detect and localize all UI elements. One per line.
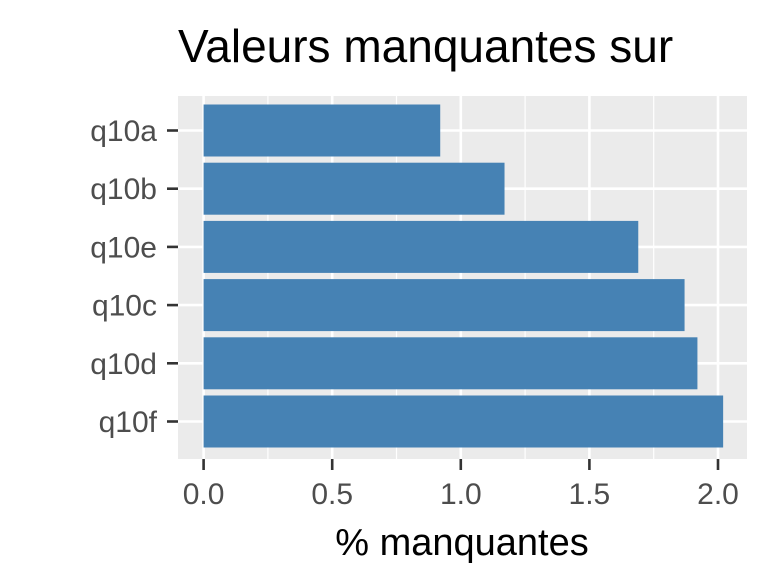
bar-q10b bbox=[203, 162, 505, 215]
y-tick-label: q10a bbox=[90, 115, 157, 148]
chart-title: Valeurs manquantes sur bbox=[178, 20, 673, 72]
x-axis: 0.0 0.5 1.0 1.5 2.0 bbox=[183, 459, 739, 511]
x-tick-label: 1.0 bbox=[440, 478, 482, 511]
y-tick-label: q10e bbox=[90, 231, 157, 264]
y-tick-label: q10b bbox=[90, 173, 157, 206]
x-tick-label: 0.5 bbox=[311, 478, 353, 511]
bars bbox=[203, 104, 724, 448]
x-tick-label: 2.0 bbox=[697, 478, 739, 511]
bar-q10f bbox=[203, 395, 724, 448]
bar-q10c bbox=[203, 279, 685, 332]
x-axis-title: % manquantes bbox=[335, 522, 589, 564]
y-tick-label: q10d bbox=[90, 348, 157, 381]
bar-q10d bbox=[203, 337, 698, 390]
y-tick-label: q10f bbox=[99, 406, 158, 439]
bar-q10e bbox=[203, 220, 639, 273]
y-axis: q10a q10b q10e q10c q10d q10f bbox=[90, 115, 178, 439]
y-tick-label: q10c bbox=[92, 290, 157, 323]
bar-q10a bbox=[203, 104, 441, 157]
x-tick-label: 1.5 bbox=[569, 478, 611, 511]
x-tick-label: 0.0 bbox=[183, 478, 225, 511]
